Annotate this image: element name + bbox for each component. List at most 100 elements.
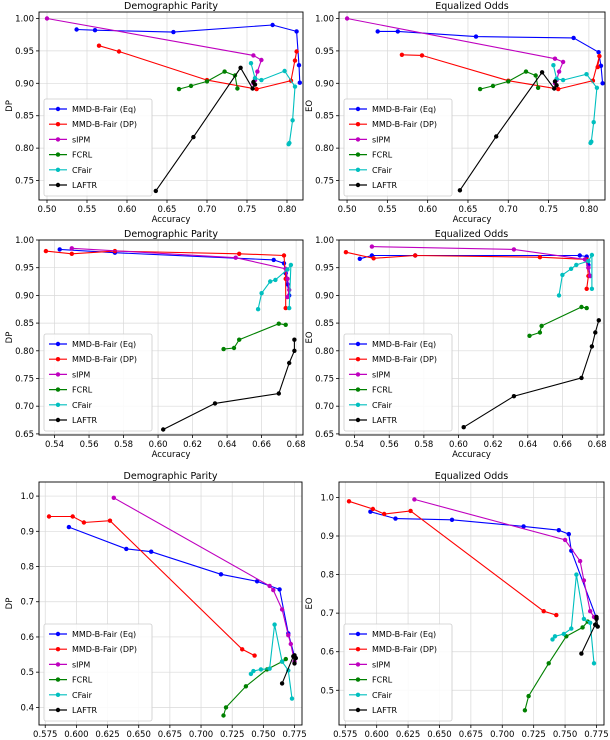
legend-marker xyxy=(55,677,61,682)
data-point xyxy=(598,63,604,68)
x-tick-label: 0.60 xyxy=(418,205,437,215)
data-point xyxy=(240,647,245,652)
y-tick-label: 0.95 xyxy=(15,47,34,57)
data-point xyxy=(581,578,587,583)
legend-marker xyxy=(355,341,361,347)
data-point xyxy=(107,518,113,523)
y-tick-label: 0.85 xyxy=(315,319,334,329)
y-tick-label: 0.80 xyxy=(315,347,334,357)
series-fcrl xyxy=(221,321,288,352)
y-axis-label: EO xyxy=(305,100,315,112)
plot-frame xyxy=(338,11,606,201)
data-point xyxy=(560,77,566,83)
data-point xyxy=(588,140,593,146)
y-tick-label: 1.00 xyxy=(15,236,34,246)
legend-box xyxy=(43,98,153,197)
data-point xyxy=(66,524,72,530)
legend: MMD-B-Fair (Eq) MMD-B-Fair (DP) sIPM FCRL CF… xyxy=(343,98,453,197)
legend: MMD-B-Fair (Eq) MMD-B-Fair (DP) sIPM FCRL CF… xyxy=(43,623,153,722)
x-tick-label: 0.650 xyxy=(427,730,451,740)
legend-label: LAFTR xyxy=(72,416,97,425)
data-point xyxy=(290,118,295,123)
x-tick-label: 0.80 xyxy=(579,205,598,215)
data-point xyxy=(255,69,260,74)
data-point xyxy=(357,256,362,261)
legend-label: FCRL xyxy=(372,676,393,685)
x-tick-label: 0.80 xyxy=(278,205,297,215)
data-point xyxy=(588,609,593,614)
legend-label: MMD-B-Fair (Eq) xyxy=(372,340,436,349)
series-laftr xyxy=(457,70,559,193)
x-tick-label: 0.750 xyxy=(553,730,577,740)
data-point xyxy=(70,514,75,519)
legend: MMD-B-Fair (Eq) MMD-B-Fair (DP) sIPM FCRL CF… xyxy=(43,98,153,197)
y-tick-label: 0.65 xyxy=(15,430,34,440)
data-point xyxy=(382,511,387,517)
x-tick-label: 0.70 xyxy=(499,205,518,215)
data-point xyxy=(238,65,243,71)
chart-title: Demographic Parity xyxy=(124,471,218,482)
y-axis-label: DP xyxy=(5,332,15,344)
data-point xyxy=(153,188,158,194)
data-point xyxy=(176,86,182,92)
data-point xyxy=(556,86,561,92)
legend-label: MMD-B-Fair (Eq) xyxy=(72,105,136,114)
legend-label: MMD-B-Fair (DP) xyxy=(72,355,137,364)
data-point xyxy=(527,333,532,338)
legend-label: CFair xyxy=(72,401,93,410)
legend-box xyxy=(43,623,153,722)
legend-marker xyxy=(355,707,361,713)
x-tick-label: 0.75 xyxy=(238,205,257,215)
data-point xyxy=(579,304,584,310)
x-tick-label: 0.50 xyxy=(338,205,357,215)
data-point xyxy=(292,661,297,666)
chart-panel-4: 0.54 0.56 0.58 0.60 0.62 0.64 0.66 0.68 0.65 0.70… xyxy=(305,229,607,460)
data-point xyxy=(259,77,264,83)
x-axis-label: Accuracy xyxy=(452,450,491,460)
data-point xyxy=(574,262,579,268)
y-tick-label: 0.75 xyxy=(15,374,34,384)
x-tick-label: 0.60 xyxy=(449,440,468,450)
data-point xyxy=(221,346,226,352)
y-axis-label: EO xyxy=(305,597,315,609)
chart-panel-5: 0.575 0.600 0.625 0.650 0.675 0.700 0.725 0.750… xyxy=(5,471,307,740)
x-tick-label: 0.58 xyxy=(414,440,433,450)
x-tick-label: 0.625 xyxy=(396,730,420,740)
series-fcrl xyxy=(522,619,590,713)
legend-marker xyxy=(55,372,61,377)
legend-marker xyxy=(55,167,61,172)
data-point xyxy=(584,305,589,311)
series-cfair xyxy=(248,622,295,701)
legend-label: LAFTR xyxy=(372,416,397,425)
data-point xyxy=(294,49,299,54)
data-point xyxy=(457,188,463,193)
legend-label: LAFTR xyxy=(372,181,397,190)
series-line xyxy=(49,515,255,657)
data-point xyxy=(597,53,602,59)
x-tick-label: 0.650 xyxy=(127,730,151,740)
legend-marker xyxy=(55,647,61,652)
legend-marker xyxy=(355,182,361,188)
legend: MMD-B-Fair (Eq) MMD-B-Fair (DP) sIPM FCRL CF… xyxy=(343,333,453,432)
data-point xyxy=(292,84,298,89)
y-tick-label: 0.8 xyxy=(320,571,334,581)
data-point xyxy=(395,29,400,34)
data-point xyxy=(560,272,565,278)
legend-marker xyxy=(55,631,61,637)
data-point xyxy=(537,255,543,260)
legend-marker xyxy=(55,402,61,407)
legend-marker xyxy=(55,152,61,157)
legend-label: MMD-B-Fair (Eq) xyxy=(72,630,136,639)
series-fcrl xyxy=(477,69,541,92)
legend: MMD-B-Fair (Eq) MMD-B-Fair (DP) sIPM FCRL CF… xyxy=(43,333,153,432)
legend-label: MMD-B-Fair (DP) xyxy=(72,120,137,129)
data-point xyxy=(562,537,568,543)
data-point xyxy=(272,622,277,627)
data-point xyxy=(343,250,349,255)
data-point xyxy=(287,287,292,293)
data-point xyxy=(561,631,566,637)
x-tick-label: 0.64 xyxy=(218,440,237,450)
data-point xyxy=(511,247,517,252)
y-tick-label: 0.80 xyxy=(15,347,34,357)
data-point xyxy=(289,696,295,701)
